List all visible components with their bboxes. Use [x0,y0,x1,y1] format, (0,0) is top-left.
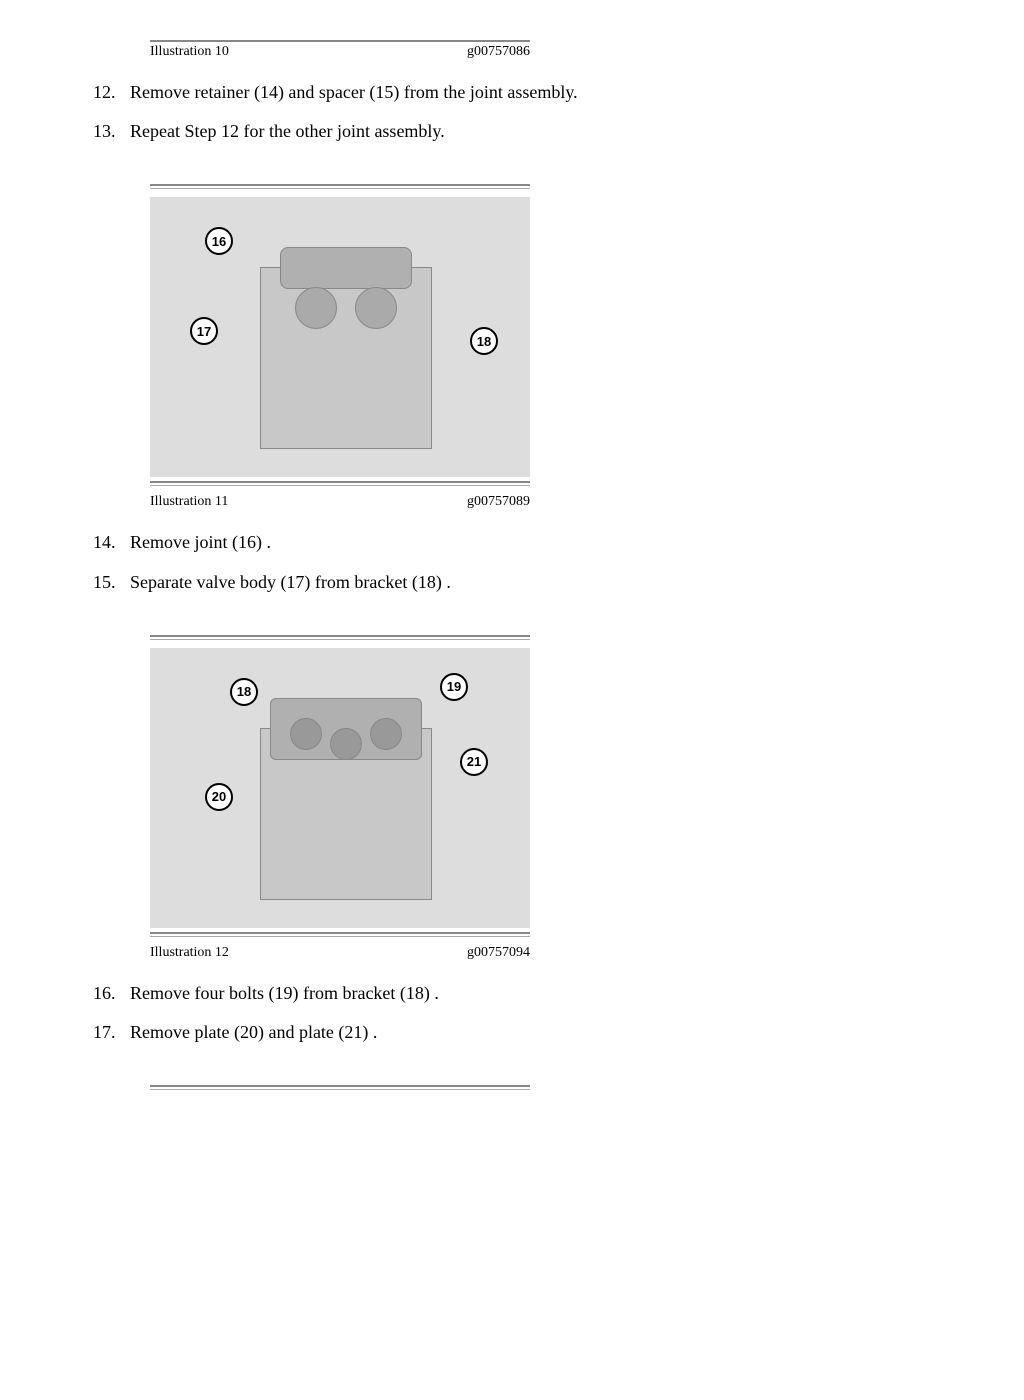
figure-11: 16 17 18 [150,197,530,477]
step-item: Remove four bolts (19) from bracket (18)… [120,981,944,1006]
rule-bottom [150,188,530,189]
rule-top [150,481,530,483]
rule-bottom [150,936,530,937]
illustration-label: Illustration 10 [150,44,467,60]
callout-16: 16 [205,227,233,255]
rule-bottom [150,639,530,640]
illustration-11-block: 16 17 18 Illustration 11 g00757089 [150,184,944,510]
illustration-code: g00757089 [467,494,530,510]
illustration-code: g00757086 [467,44,530,60]
rule-top [150,635,530,637]
callout-19: 19 [440,673,468,701]
figure-12: 18 19 20 21 [150,648,530,928]
illustration-code: g00757094 [467,945,530,961]
step-list-b: Remove joint (16) . Separate valve body … [80,530,944,594]
illustration-12-block: 18 19 20 21 Illustration 12 g00757094 [150,635,944,961]
rule-top [150,184,530,186]
callout-20: 20 [205,783,233,811]
rule-bottom [150,485,530,486]
callout-17: 17 [190,317,218,345]
step-item: Repeat Step 12 for the other joint assem… [120,119,944,144]
step-item: Remove plate (20) and plate (21) . [120,1020,944,1045]
caption-row: Illustration 12 g00757094 [150,945,530,961]
step-list-c: Remove four bolts (19) from bracket (18)… [80,981,944,1045]
illustration-label: Illustration 12 [150,945,467,961]
step-item: Remove joint (16) . [120,530,944,555]
illustration-label: Illustration 11 [150,494,467,510]
callout-21: 21 [460,748,488,776]
rule-top [150,932,530,934]
step-item: Remove retainer (14) and spacer (15) fro… [120,80,944,105]
rule-top [150,40,530,42]
step-list-a: Remove retainer (14) and spacer (15) fro… [80,80,944,144]
illustration-10-block: Illustration 10 g00757086 [150,40,944,60]
callout-18: 18 [230,678,258,706]
rule-top [150,1085,530,1087]
illustration-next-block [150,1085,530,1090]
step-item: Separate valve body (17) from bracket (1… [120,570,944,595]
rule-bottom [150,1089,530,1090]
callout-18: 18 [470,327,498,355]
caption-row: Illustration 11 g00757089 [150,494,530,510]
caption-row: Illustration 10 g00757086 [150,44,530,60]
